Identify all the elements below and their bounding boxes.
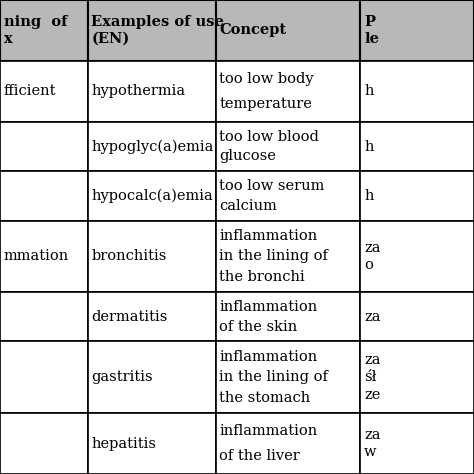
Text: temperature: temperature — [219, 97, 312, 110]
Text: za
w: za w — [364, 428, 381, 459]
Text: in the lining of: in the lining of — [219, 249, 328, 264]
Bar — [216, 220, 360, 292]
Bar — [0, 341, 88, 413]
Text: ning  of
x: ning of x — [4, 15, 67, 46]
Text: of the liver: of the liver — [219, 449, 300, 463]
Text: fficient: fficient — [4, 84, 56, 99]
Bar — [0, 171, 88, 220]
Text: dermatitis: dermatitis — [91, 310, 168, 324]
Bar — [0, 220, 88, 292]
Text: hypoglyc(a)emia: hypoglyc(a)emia — [91, 139, 214, 154]
Bar — [0, 0, 88, 61]
Text: za
śł
ze: za śł ze — [364, 353, 381, 401]
Text: too low blood: too low blood — [219, 130, 319, 144]
Text: hypocalc(a)emia: hypocalc(a)emia — [91, 189, 213, 203]
Bar — [216, 122, 360, 171]
Bar — [360, 0, 474, 61]
Bar — [216, 292, 360, 341]
Bar — [0, 61, 88, 122]
Bar — [360, 413, 474, 474]
Text: the stomach: the stomach — [219, 391, 311, 405]
Bar — [216, 0, 360, 61]
Text: inflammation: inflammation — [219, 300, 318, 314]
Text: glucose: glucose — [219, 149, 276, 164]
Text: inflammation: inflammation — [219, 424, 318, 438]
Text: P
le: P le — [364, 15, 379, 46]
Bar — [360, 171, 474, 220]
Bar — [88, 61, 216, 122]
Text: hepatitis: hepatitis — [91, 437, 156, 450]
Bar — [88, 122, 216, 171]
Text: of the skin: of the skin — [219, 319, 298, 334]
Bar — [88, 341, 216, 413]
Text: calcium: calcium — [219, 199, 277, 213]
Text: inflammation: inflammation — [219, 350, 318, 364]
Text: in the lining of: in the lining of — [219, 370, 328, 384]
Bar — [360, 61, 474, 122]
Bar — [216, 413, 360, 474]
Text: inflammation: inflammation — [219, 229, 318, 243]
Bar — [216, 341, 360, 413]
Text: bronchitis: bronchitis — [91, 249, 167, 264]
Text: the bronchi: the bronchi — [219, 270, 305, 284]
Bar — [360, 122, 474, 171]
Text: gastritis: gastritis — [91, 370, 153, 384]
Text: too low body: too low body — [219, 72, 314, 86]
Text: h: h — [364, 189, 374, 203]
Text: h: h — [364, 84, 374, 99]
Text: Concept: Concept — [219, 24, 287, 37]
Text: too low serum: too low serum — [219, 179, 325, 193]
Bar — [216, 171, 360, 220]
Bar — [360, 220, 474, 292]
Text: za
o: za o — [364, 241, 381, 272]
Bar — [0, 413, 88, 474]
Bar — [88, 0, 216, 61]
Bar — [360, 341, 474, 413]
Bar — [88, 171, 216, 220]
Text: hypothermia: hypothermia — [91, 84, 186, 99]
Bar — [88, 292, 216, 341]
Text: Examples of use
(EN): Examples of use (EN) — [91, 15, 224, 46]
Bar — [88, 413, 216, 474]
Bar — [360, 292, 474, 341]
Bar — [0, 122, 88, 171]
Text: mmation: mmation — [4, 249, 69, 264]
Text: h: h — [364, 140, 374, 154]
Bar — [88, 220, 216, 292]
Bar — [216, 61, 360, 122]
Text: za: za — [364, 310, 381, 324]
Bar — [0, 292, 88, 341]
